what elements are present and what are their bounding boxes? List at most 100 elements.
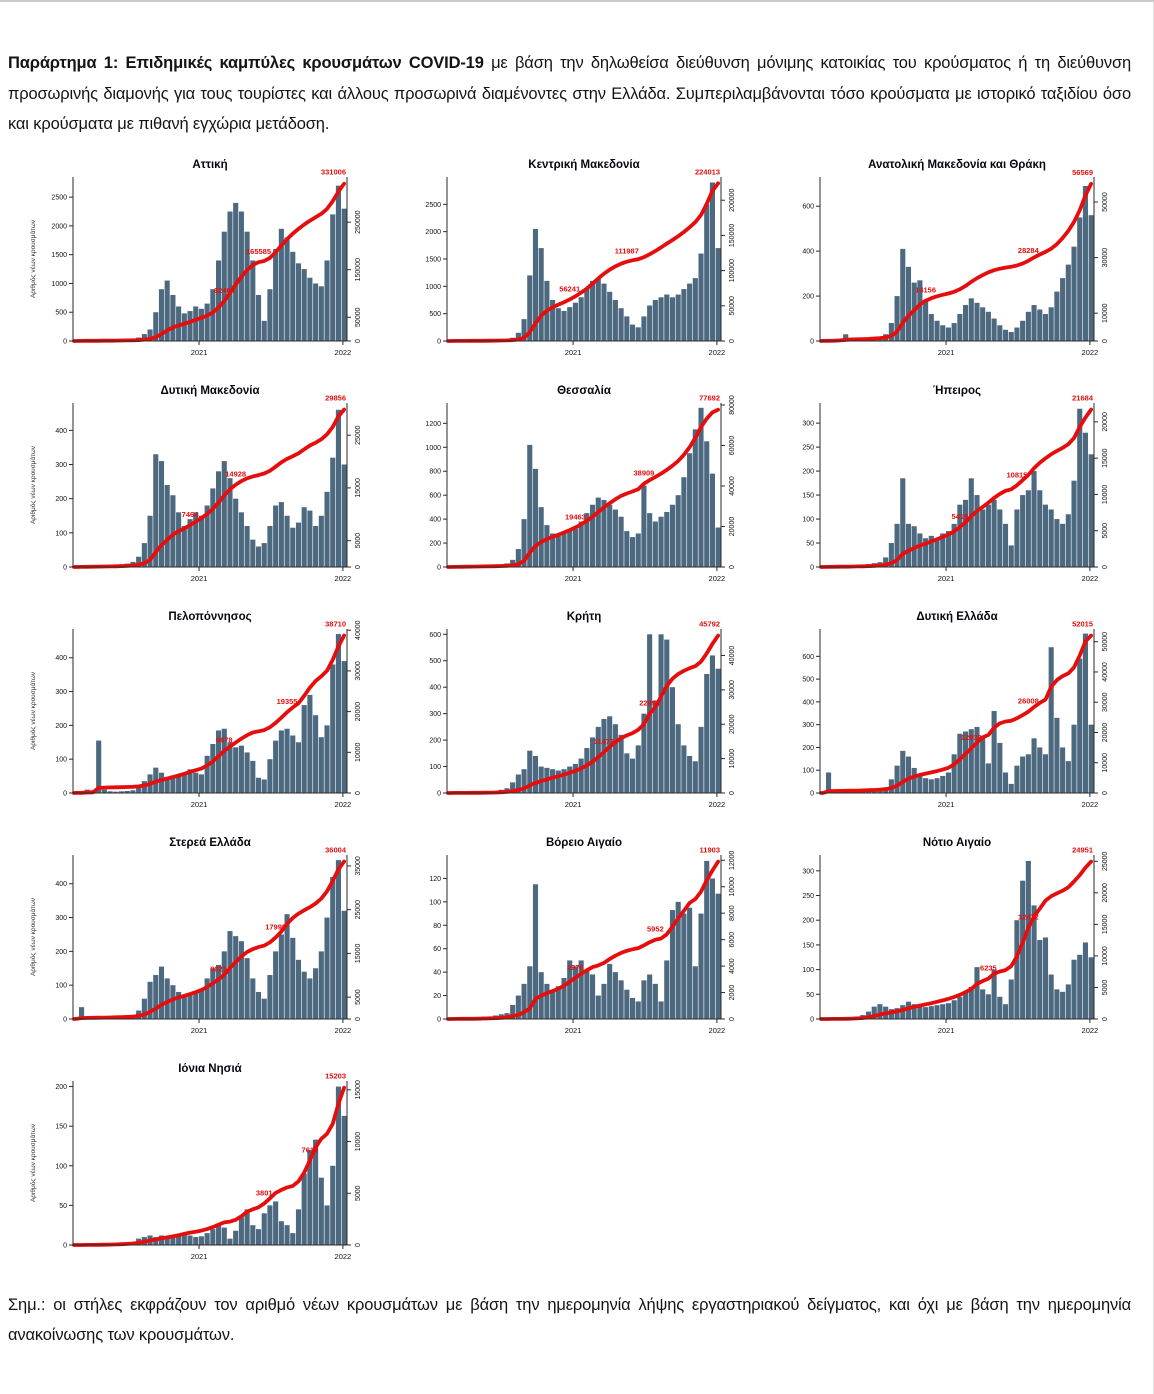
left-tick-label: 600 [429, 631, 441, 638]
right-tick-label: 0 [729, 1017, 736, 1021]
annotation-mid: 165585 [246, 247, 271, 256]
annotation-quarter: 2976 [567, 962, 584, 971]
right-tick-label: 50000 [355, 307, 362, 327]
chart-title: Βόρειο Αιγαίο [546, 837, 622, 849]
chart-region-8: Δυτική Ελλάδα 0 100 200 300 400 500 600 0 10000 20… [773, 608, 1137, 822]
left-tick-label: 200 [55, 1084, 67, 1091]
y-axis-label: Αριθμός νέων κρουσμάτων [29, 219, 37, 297]
left-tick-label: 200 [803, 468, 815, 475]
annotation-quarter: 11473 [593, 737, 613, 746]
chart-region-4: Θεσσαλία 0 200 400 600 800 1000 1200 0 20000 40000… [400, 382, 764, 596]
left-tick-label: 200 [55, 948, 67, 955]
annotation-final: 15203 [325, 1071, 346, 1080]
x-tick-label: 2022 [335, 574, 352, 583]
epidemic-curve-chart: Στερεά Ελλάδα 0 100 200 300 400 0 5000 15000 2500… [29, 837, 362, 1035]
left-tick-label: 1200 [425, 420, 441, 427]
cumulative-cases-line [72, 859, 346, 1021]
left-tick-label: 2500 [51, 194, 67, 201]
left-tick-label: 150 [803, 942, 815, 949]
chart-title: Κρήτη [566, 611, 601, 623]
annotation-mid: 7610 [302, 1145, 319, 1154]
annotation-quarter: 19463 [565, 512, 586, 521]
left-tick-label: 0 [437, 564, 441, 571]
right-tick-label: 50000 [729, 296, 736, 316]
chart-region-7: Κρήτη 0 100 200 300 400 500 600 0 10000 20000 30000… [400, 608, 764, 822]
annotation-final: 11903 [699, 845, 719, 854]
annotation-final: 45792 [699, 619, 720, 628]
right-tick-label: 30000 [355, 661, 362, 681]
annotation-mid: 38909 [633, 468, 654, 477]
right-tick-label: 40000 [729, 476, 736, 496]
annotation-mid: 28284 [1018, 245, 1040, 254]
right-tick-label: 10000 [1102, 303, 1109, 323]
x-tick-label: 2022 [1082, 800, 1099, 809]
right-tick-label: 0 [729, 791, 736, 795]
right-tick-label: 0 [355, 339, 362, 343]
x-tick-label: 2021 [938, 348, 955, 357]
left-tick-label: 400 [803, 248, 815, 255]
right-tick-label: 35000 [355, 856, 362, 876]
left-tick-label: 300 [803, 722, 815, 729]
x-tick-label: 2022 [708, 348, 725, 357]
left-tick-label: 600 [429, 492, 441, 499]
new-cases-bars [73, 633, 347, 793]
right-tick-label: 0 [1102, 339, 1109, 343]
epidemic-curve-chart: Κρήτη 0 100 200 300 400 500 600 0 10000 20000 30000… [429, 611, 736, 809]
epidemic-curve-chart: Αττική 0 500 1000 1500 2000 2500 0 50000 150000 25… [29, 159, 362, 357]
left-tick-label: 150 [55, 1123, 67, 1130]
cumulative-cases-line [819, 633, 1094, 795]
left-tick-label: 0 [810, 1016, 814, 1023]
x-tick-label: 2022 [335, 348, 352, 357]
x-tick-label: 2021 [564, 1026, 581, 1035]
right-tick-label: 30000 [1102, 692, 1109, 712]
left-tick-label: 2000 [425, 229, 441, 236]
left-tick-label: 20 [433, 993, 441, 1000]
annotation-final: 29856 [325, 393, 346, 402]
left-tick-label: 400 [429, 684, 441, 691]
annotation-quarter: 56241 [559, 284, 580, 293]
right-tick-label: 250000 [355, 210, 362, 233]
chart-title: Ιόνια Νησιά [178, 1063, 242, 1075]
annotation-mid: 14928 [225, 469, 246, 478]
chart-title: Ήπειρος [933, 385, 981, 397]
right-tick-label: 15000 [1102, 448, 1109, 468]
left-tick-label: 200 [803, 293, 815, 300]
chart-title: Κεντρική Μακεδονία [528, 159, 639, 171]
annotation-mid: 111987 [614, 246, 638, 255]
right-tick-label: 15000 [355, 943, 362, 963]
annotation-final: 24951 [1072, 845, 1093, 854]
new-cases-bars [452, 860, 721, 1019]
right-tick-label: 0 [355, 1017, 362, 1021]
left-tick-label: 0 [437, 790, 441, 797]
left-tick-label: 400 [55, 881, 67, 888]
right-tick-label: 5000 [1102, 522, 1109, 538]
annotation-final: 224013 [695, 167, 720, 176]
annotation-final: 56569 [1072, 167, 1093, 176]
cumulative-cases-line [445, 859, 720, 1021]
chart-title: Στερεά Ελλάδα [169, 837, 251, 849]
right-tick-label: 40000 [355, 620, 362, 640]
x-tick-label: 2021 [938, 800, 955, 809]
x-tick-label: 2021 [564, 348, 581, 357]
right-tick-label: 50000 [1102, 631, 1109, 651]
annotation-mid: 5952 [647, 924, 664, 933]
chart-title: Δυτική Μακεδονία [160, 385, 259, 397]
epidemic-curve-chart: Κεντρική Μακεδονία 0 500 1000 1500 2000 2500 0 5… [425, 159, 736, 357]
right-tick-label: 0 [729, 339, 736, 343]
chart-region-1: Κεντρική Μακεδονία 0 500 1000 1500 2000 2500 0 5… [400, 156, 764, 370]
new-cases-bars [820, 185, 1095, 341]
x-tick-label: 2022 [1082, 348, 1099, 357]
right-tick-label: 5000 [355, 532, 362, 548]
annotation-mid: 19355 [277, 697, 298, 706]
left-tick-label: 300 [429, 711, 441, 718]
new-cases-bars [446, 182, 721, 341]
x-tick-label: 2021 [191, 574, 208, 583]
chart-region-0: Αττική 0 500 1000 1500 2000 2500 0 50000 150000 25… [26, 156, 390, 370]
left-tick-label: 100 [429, 764, 441, 771]
annotation-final: 77692 [699, 393, 720, 402]
right-tick-label: 8000 [729, 905, 736, 921]
left-tick-label: 0 [63, 564, 67, 571]
annotation-mid: 26008 [1018, 696, 1039, 705]
left-tick-label: 1000 [425, 283, 441, 290]
epidemic-curve-chart: Ανατολική Μακεδονία και Θράκη 0 200 400 600 0… [803, 159, 1110, 357]
